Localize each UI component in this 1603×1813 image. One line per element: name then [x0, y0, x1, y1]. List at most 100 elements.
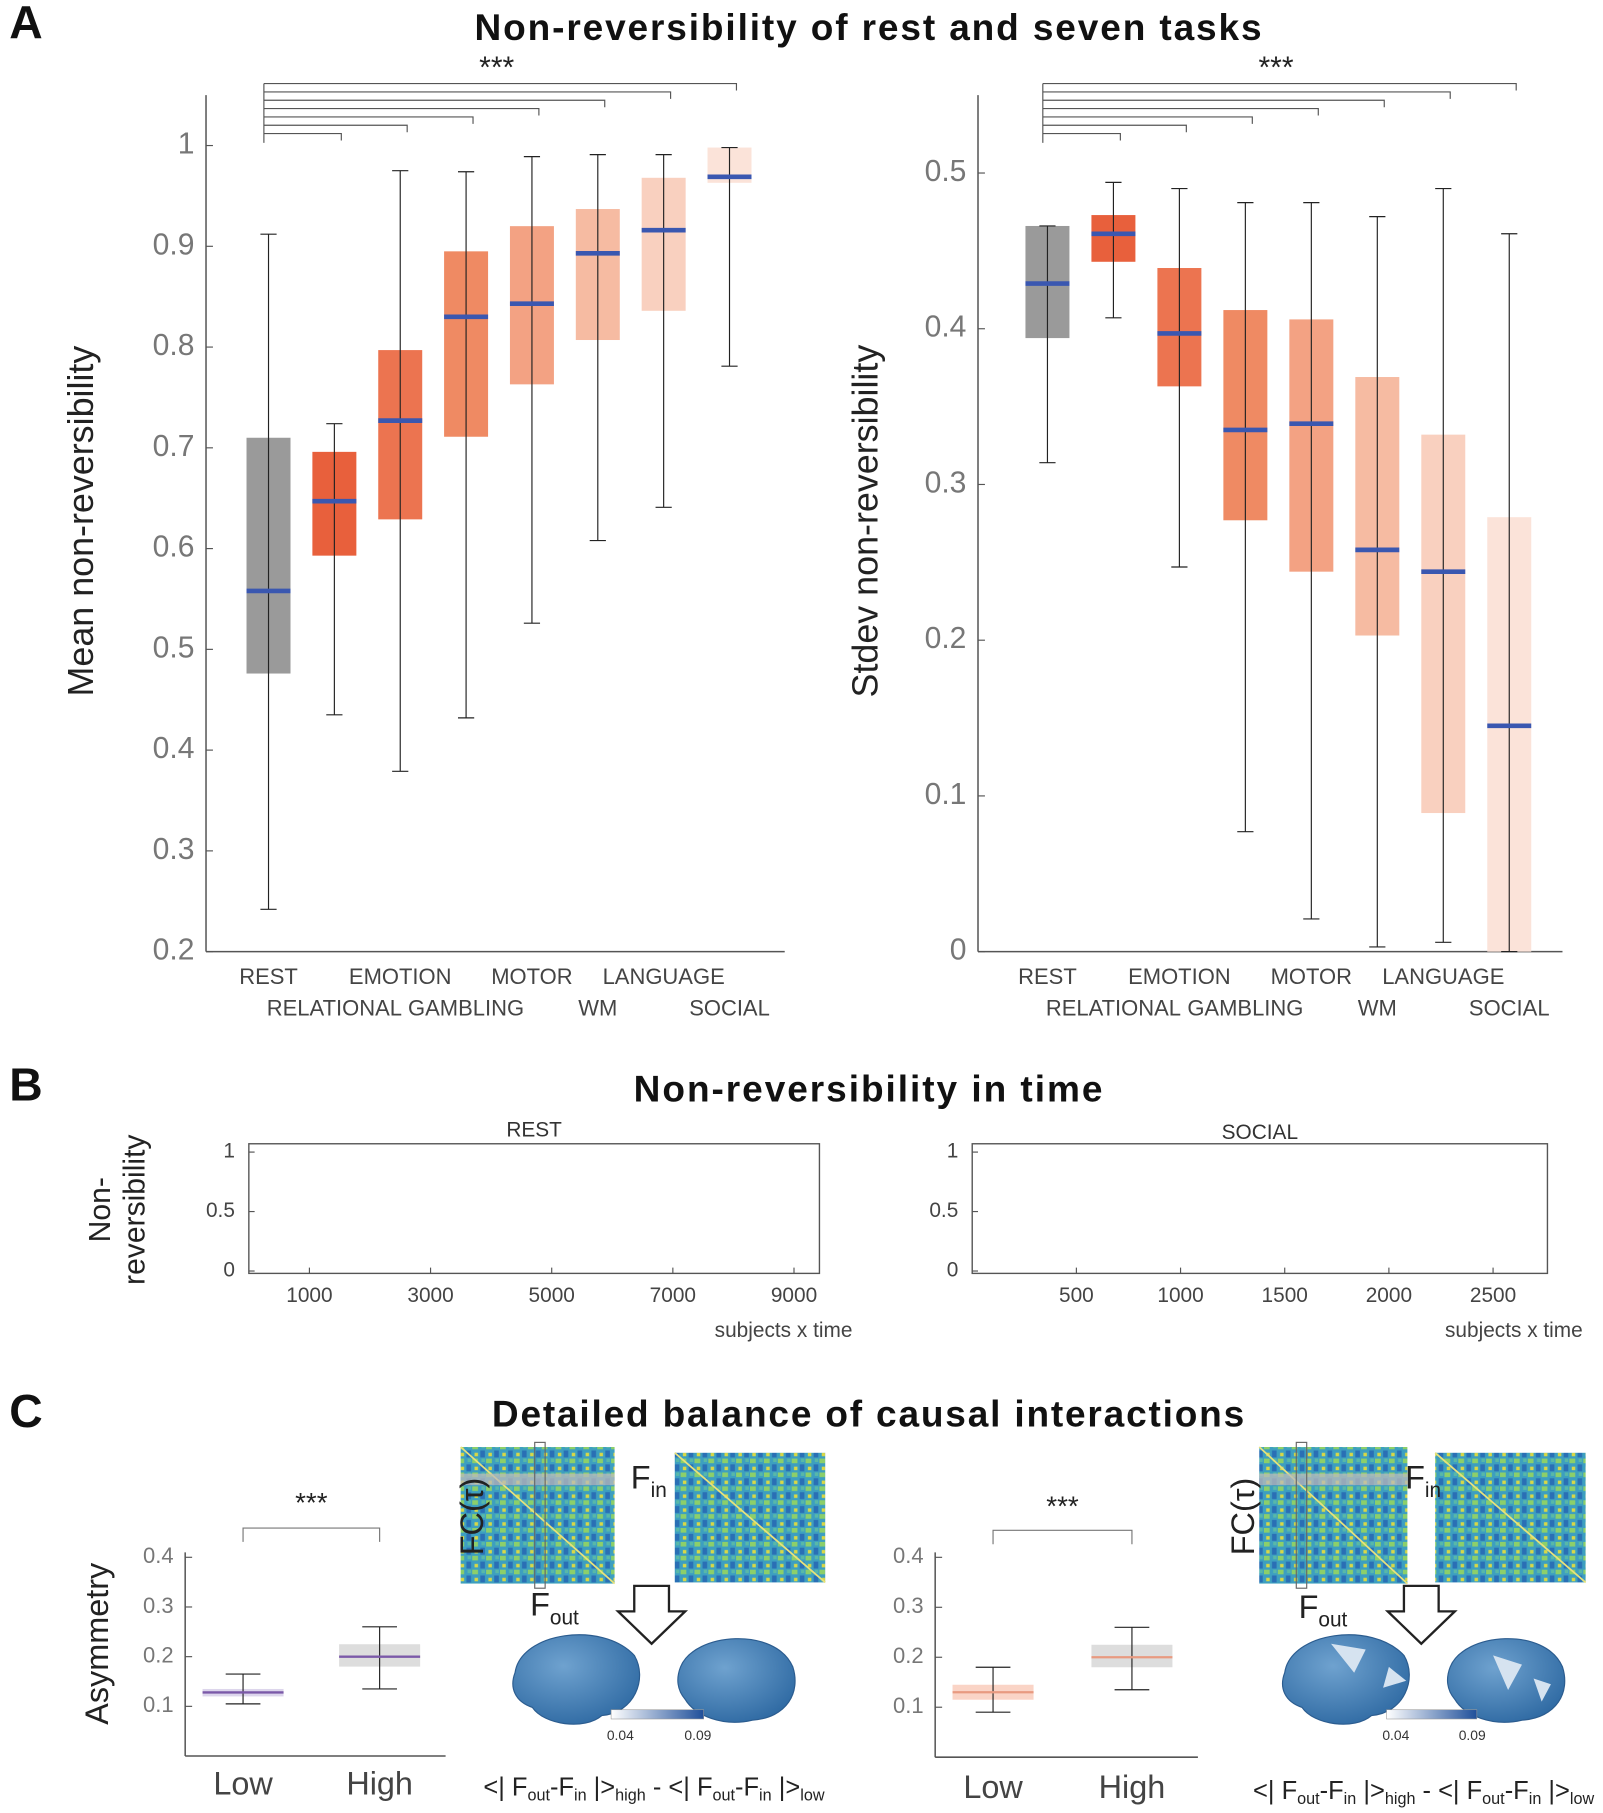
y-tick-label: 0.4: [153, 732, 195, 765]
x-tick-label: 2000: [1366, 1284, 1412, 1307]
f-out-label-part: F: [530, 1586, 550, 1622]
significance-bracket: [263, 99, 606, 108]
x-tick-label: LANGUAGE: [603, 964, 725, 989]
y-tick-label: 0: [223, 1259, 235, 1282]
illustration: [460, 1441, 1587, 1725]
y-tick-label: 0.4: [925, 311, 967, 344]
formula-part: in: [1344, 1790, 1357, 1808]
formula-part: -F: [735, 1773, 759, 1801]
formula-part: |>: [587, 1773, 616, 1801]
panel-title: Non-reversibility of rest and seven task…: [475, 6, 1262, 48]
x-tick-label: Low: [213, 1766, 273, 1802]
formula-part: |>: [772, 1773, 801, 1801]
x-tick-label: EMOTION: [349, 964, 452, 989]
formula-part: high: [615, 1787, 646, 1805]
formula-part: out: [1482, 1790, 1505, 1808]
colorbar-tick-label: 0.04: [607, 1727, 634, 1743]
formula-part: -F: [1320, 1777, 1344, 1805]
y-tick-label: 0.3: [143, 1593, 174, 1618]
plot-frame: [971, 1143, 1549, 1275]
x-tick-label: GAMBLING: [408, 995, 524, 1020]
f-in-label-part: F: [631, 1459, 651, 1495]
significance-bracket: [1042, 83, 1517, 91]
x-tick-label: MOTOR: [1271, 964, 1352, 989]
y-tick-label: 0.3: [153, 833, 195, 866]
y-axis-label: Stdev non-reversibility: [846, 345, 886, 698]
chart-title: SOCIAL: [1222, 1121, 1298, 1144]
x-tick-label: REST: [1018, 964, 1077, 989]
formula-part: - <| F: [1415, 1777, 1482, 1805]
significance-bracket: [1042, 133, 1121, 141]
x-tick-label: 500: [1059, 1284, 1094, 1307]
x-tick-label: REST: [239, 964, 298, 989]
x-tick-label: 2500: [1470, 1284, 1516, 1307]
y-tick-label: 0.4: [893, 1543, 924, 1568]
formula-part: <| F: [1253, 1777, 1297, 1805]
y-tick-label: 0.1: [893, 1693, 924, 1718]
y-tick-label: 0.2: [925, 622, 967, 655]
x-tick-label: 1000: [286, 1284, 332, 1307]
x-axis-label: subjects x time: [1445, 1319, 1583, 1342]
formula-part: out: [527, 1787, 550, 1805]
x-tick-label: Low: [963, 1769, 1023, 1805]
significance-bracket: [1042, 116, 1253, 124]
formula-part: <| F: [483, 1773, 527, 1801]
y-tick-label: 0: [950, 934, 967, 967]
x-tick-label: WM: [578, 995, 617, 1020]
formula-part: low: [800, 1787, 825, 1805]
y-tick-label: 1: [223, 1140, 235, 1163]
significance-bracket: [1042, 91, 1451, 99]
significance-bracket: [263, 108, 540, 116]
panel-title: Detailed balance of causal interactions: [492, 1393, 1244, 1435]
formula-part: - <| F: [646, 1773, 713, 1801]
x-tick-label: LANGUAGE: [1382, 964, 1504, 989]
x-tick-label: 3000: [407, 1284, 453, 1307]
y-tick-label: 0.2: [143, 1642, 174, 1667]
f-out-label-part: out: [550, 1606, 579, 1629]
x-tick-label: 5000: [529, 1284, 575, 1307]
f-out-label-part: out: [1318, 1608, 1347, 1631]
colorbar-tick-label: 0.04: [1382, 1727, 1409, 1743]
panel-title: Non-reversibility in time: [634, 1067, 1103, 1109]
chart-title: REST: [506, 1119, 562, 1142]
significance-label: ***: [1258, 52, 1293, 85]
significance-label: ***: [479, 52, 514, 85]
y-tick-label: 0.1: [925, 778, 967, 811]
y-tick-label: 0.5: [153, 631, 195, 664]
formula: <| Fout-Fin |>high - <| Fout-Fin |>low: [483, 1773, 824, 1805]
y-tick-label: 0.8: [153, 329, 195, 362]
formula-part: |>: [1356, 1777, 1385, 1805]
y-tick-label: 0.5: [925, 155, 967, 188]
x-tick-label: RELATIONAL: [267, 995, 402, 1020]
f-out-label-part: F: [1299, 1589, 1319, 1625]
y-tick-label: 0.5: [929, 1199, 958, 1222]
y-tick-label: 0.2: [153, 934, 195, 967]
significance-bracket: [992, 1529, 1133, 1545]
significance-label: ***: [1046, 1491, 1079, 1522]
panel-letter: A: [9, 0, 42, 48]
fc-label: FC(τ): [1225, 1478, 1261, 1556]
formula-part: -F: [550, 1773, 574, 1801]
y-axis-label: Asymmetry: [79, 1562, 115, 1725]
y-tick-label: 0.4: [143, 1543, 174, 1568]
x-tick-label: GAMBLING: [1187, 995, 1303, 1020]
f-out-label: Fout: [1299, 1589, 1348, 1632]
formula-part: in: [1529, 1790, 1542, 1808]
significance-bracket: [263, 124, 408, 133]
x-tick-label: 1500: [1262, 1284, 1308, 1307]
panel-letter: C: [9, 1385, 42, 1437]
panel-letter: B: [9, 1058, 42, 1110]
formula-part: in: [574, 1787, 587, 1805]
colorbar-tick-label: 0.09: [1459, 1727, 1486, 1743]
significance-bracket: [1042, 124, 1187, 133]
x-tick-label: High: [1099, 1769, 1166, 1805]
plot-frame: [248, 1143, 821, 1275]
y-axis-label: Mean non-reversibility: [61, 346, 101, 697]
x-tick-label: RELATIONAL: [1046, 995, 1181, 1020]
y-tick-label: 0.3: [893, 1593, 924, 1618]
x-tick-label: MOTOR: [491, 964, 572, 989]
significance-bracket: [263, 133, 342, 141]
x-tick-label: WM: [1358, 995, 1397, 1020]
colorbar-tick-label: 0.09: [684, 1727, 711, 1743]
